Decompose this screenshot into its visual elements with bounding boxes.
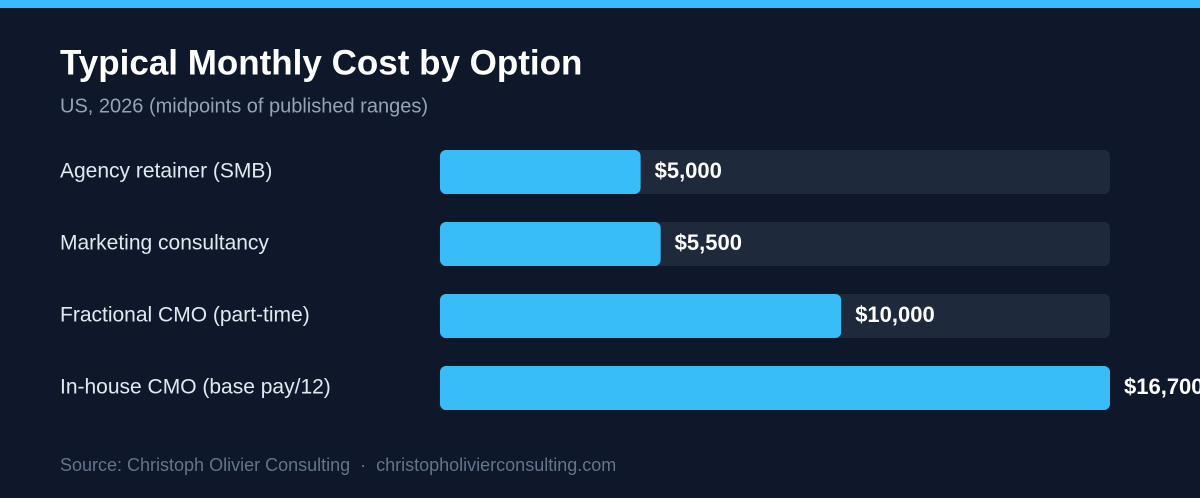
value-label: $16,700 <box>1124 374 1200 399</box>
value-label: $5,500 <box>675 230 742 255</box>
bar <box>440 222 661 266</box>
category-label: Fractional CMO (part-time) <box>60 304 310 327</box>
category-label: Marketing consultancy <box>60 232 269 255</box>
chart-subtitle: US, 2026 (midpoints of published ranges) <box>60 95 428 117</box>
value-label: $10,000 <box>855 302 935 327</box>
source: Source: Christoph Olivier Consulting · c… <box>60 455 616 475</box>
category-label: In-house CMO (base pay/12) <box>60 376 331 399</box>
category-label: Agency retainer (SMB) <box>60 160 272 183</box>
bar <box>440 294 842 338</box>
top-stripe <box>0 0 1200 8</box>
chart-title: Typical Monthly Cost by Option <box>60 43 582 82</box>
value-label: $5,000 <box>655 158 722 183</box>
bar <box>440 366 1110 410</box>
bar <box>440 150 641 194</box>
